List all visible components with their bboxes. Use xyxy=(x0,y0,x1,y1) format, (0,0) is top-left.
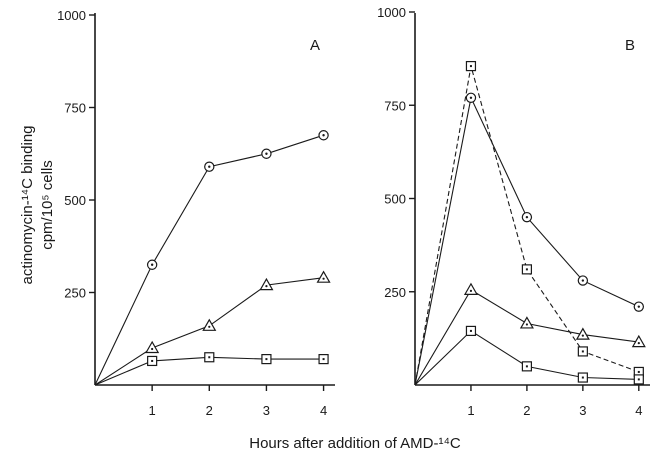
y-axis-title-line2: cpm/10⁵ cells xyxy=(39,160,56,250)
panel-b-series-square-solid-line xyxy=(414,330,639,386)
panel-b-series-triangle-solid-point xyxy=(575,327,590,340)
panel-a-series-circle-solid-point-center xyxy=(322,134,325,137)
panel-b-x-tick-label: 4 xyxy=(635,403,642,418)
panel-b-series-square-solid-point-center xyxy=(637,378,640,381)
panel-a-series-square-solid-point-center xyxy=(265,358,268,361)
panel-a-series-triangle-solid-point-center xyxy=(322,277,325,280)
panel-a-series-triangle-solid-point-center xyxy=(265,285,268,288)
panel-b-series-square-solid xyxy=(414,325,644,386)
panel-b-series-square-solid-point-center xyxy=(581,376,584,379)
panel-b-series-triangle-solid-point xyxy=(463,282,478,295)
panel-b-series-triangle-solid xyxy=(414,282,646,386)
panel-a-series-square-solid-point-center xyxy=(151,359,154,362)
panel-a-series-triangle-solid-point xyxy=(145,340,160,354)
panel-b-series-triangle-solid-point-center xyxy=(581,334,584,337)
panel-a-x-tick-label: 1 xyxy=(149,403,156,418)
x-axis-title: Hours after addition of AMD-¹⁴C xyxy=(249,435,461,452)
panel-a-series-square-solid-point-center xyxy=(322,358,325,361)
panel-a-series-circle-solid xyxy=(94,130,329,386)
panel-a-series-circle-solid-point-center xyxy=(265,152,268,155)
panel-a-series-square-solid-point-center xyxy=(208,356,211,359)
panel-a-series-circle-solid-point-center xyxy=(208,165,211,168)
panel-a-series-circle-solid-point-center xyxy=(150,263,154,266)
panel-b-series-square-solid-point-center xyxy=(525,365,528,368)
panel-b-series-circle-solid-point-center xyxy=(469,96,473,99)
panel-a-y-tick-label: 1000 xyxy=(57,8,86,23)
panel-a-y-tick-label: 750 xyxy=(64,101,86,116)
panel-b-y-tick-label: 750 xyxy=(384,98,406,113)
panel-b-series-circle-solid-point-center xyxy=(525,215,529,219)
panel-b-series-triangle-solid-point xyxy=(631,334,646,348)
panel-b-series-square-dashed-point-center xyxy=(581,350,584,353)
panel-a-x-tick-label: 4 xyxy=(320,403,327,418)
panel-a-series-triangle-solid-point xyxy=(259,277,274,291)
panel-b-series-square-dashed-point-center xyxy=(469,65,472,68)
panel-b-series-circle-solid-line xyxy=(414,96,640,386)
panel-b-series-circle-solid-point-center xyxy=(637,305,641,308)
y-axis-title-line1: actinomycin-¹⁴C binding xyxy=(19,125,36,284)
panel-b: 250 500 750 1000 1 2 3 4 B xyxy=(377,5,650,418)
panel-b-series-square-dashed-point-center xyxy=(637,370,640,373)
panel-a-series-triangle-solid-point xyxy=(316,270,331,283)
panel-b-series-circle-solid xyxy=(414,92,645,386)
panel-b-series-triangle-solid-point xyxy=(519,316,534,329)
panel-b-x-tick-label: 2 xyxy=(523,403,530,418)
panel-a-series-triangle-solid-point-center xyxy=(151,347,154,351)
panel-b-series-square-solid-point-center xyxy=(469,329,472,332)
panel-a-y-tick-label: 250 xyxy=(64,286,86,301)
panel-b-x-tick-label: 3 xyxy=(579,403,586,418)
y-axis-title: actinomycin-¹⁴C binding cpm/10⁵ cells xyxy=(19,125,56,284)
panel-b-label: B xyxy=(625,37,635,54)
panel-a-series-triangle-solid-line xyxy=(94,277,324,386)
panel-b-series-square-dashed-point-center xyxy=(525,268,528,271)
panel-a-series-triangle-solid-point-center xyxy=(208,325,211,328)
panel-b-y-tick-label: 1000 xyxy=(377,5,406,20)
panel-b-y-tick-label: 250 xyxy=(384,285,406,300)
panel-a-series-triangle-solid-point xyxy=(202,318,217,331)
panel-b-series-square-dashed xyxy=(414,60,644,386)
panel-a-series-square-solid xyxy=(94,352,329,386)
panel-b-series-circle-solid-point-center xyxy=(581,279,585,282)
panel-a-x-tick-label: 3 xyxy=(263,403,270,418)
panel-b-x-tick-label: 1 xyxy=(467,403,474,418)
panel-a-label: A xyxy=(310,37,320,54)
panel-b-series-triangle-solid-point-center xyxy=(469,289,473,292)
panel-b-series-triangle-solid-point-center xyxy=(525,323,529,326)
panel-a-series-triangle-solid xyxy=(94,270,331,386)
panel-b-series-triangle-solid-point-center xyxy=(637,342,640,345)
panel-a: 250 500 750 1000 1 2 3 4 A xyxy=(57,8,335,418)
panel-a-x-tick-label: 2 xyxy=(206,403,213,418)
panel-b-y-tick-label: 500 xyxy=(384,192,406,207)
panel-a-y-tick-label: 500 xyxy=(64,193,86,208)
panel-a-series-circle-solid-line xyxy=(94,134,324,386)
